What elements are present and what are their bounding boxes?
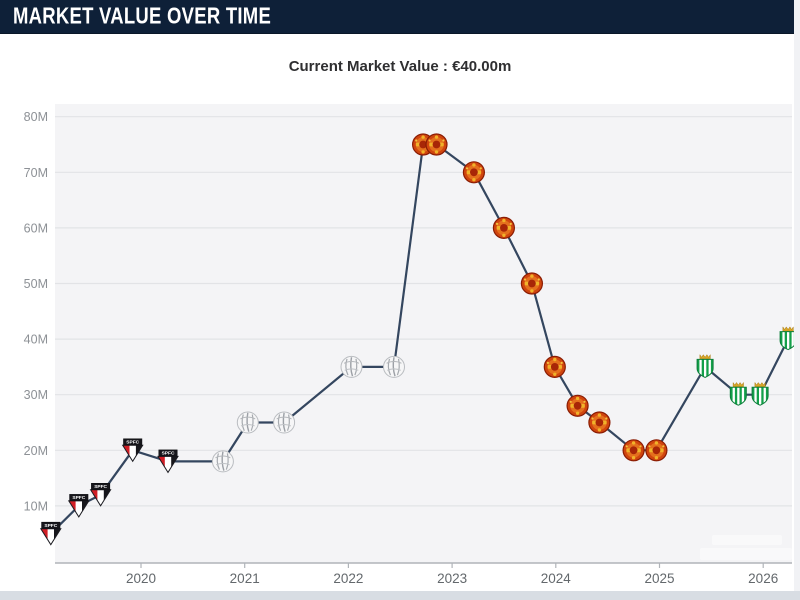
y-tick-label: 70M xyxy=(24,166,48,180)
ajax-crest-marker[interactable] xyxy=(272,411,296,434)
y-tick-label: 40M xyxy=(24,333,48,347)
man-united-crest-marker[interactable] xyxy=(520,272,544,295)
y-tick-label: 50M xyxy=(24,277,48,291)
x-tick-label: 2020 xyxy=(126,571,156,586)
header-bar: MARKET VALUE OVER TIME xyxy=(0,0,794,34)
page-title: MARKET VALUE OVER TIME xyxy=(13,3,272,29)
current-market-value-label: Current Market Value : €40.00m xyxy=(288,58,512,75)
man-united-crest-marker[interactable] xyxy=(588,411,611,434)
ajax-crest-marker[interactable] xyxy=(340,355,363,379)
x-tick-label: 2021 xyxy=(230,571,260,586)
x-tick-label: 2026 xyxy=(748,571,778,586)
x-tick-label: 2024 xyxy=(541,571,572,586)
x-tick-label: 2023 xyxy=(437,571,467,586)
y-tick-label: 80M xyxy=(24,110,48,124)
ajax-crest-marker[interactable] xyxy=(211,450,235,473)
man-united-crest-marker[interactable] xyxy=(492,216,516,239)
x-tick-label: 2022 xyxy=(333,571,363,586)
ajax-crest-marker[interactable] xyxy=(382,355,406,379)
y-tick-label: 10M xyxy=(24,499,48,513)
ajax-crest-marker[interactable] xyxy=(236,411,259,434)
man-united-crest-marker[interactable] xyxy=(622,439,645,462)
man-united-crest-marker[interactable] xyxy=(566,394,589,417)
right-edge-strip xyxy=(794,0,800,591)
bottom-strip xyxy=(0,591,800,600)
y-tick-label: 30M xyxy=(24,388,48,402)
y-tick-label: 60M xyxy=(24,221,48,235)
man-united-crest-marker[interactable] xyxy=(462,161,485,184)
man-united-crest-marker[interactable] xyxy=(543,355,566,378)
man-united-crest-marker[interactable] xyxy=(425,133,448,156)
y-tick-label: 20M xyxy=(24,444,48,458)
plot-area xyxy=(55,104,792,563)
man-united-crest-marker[interactable] xyxy=(645,439,668,462)
watermark xyxy=(700,535,792,560)
x-tick-label: 2025 xyxy=(644,571,674,586)
